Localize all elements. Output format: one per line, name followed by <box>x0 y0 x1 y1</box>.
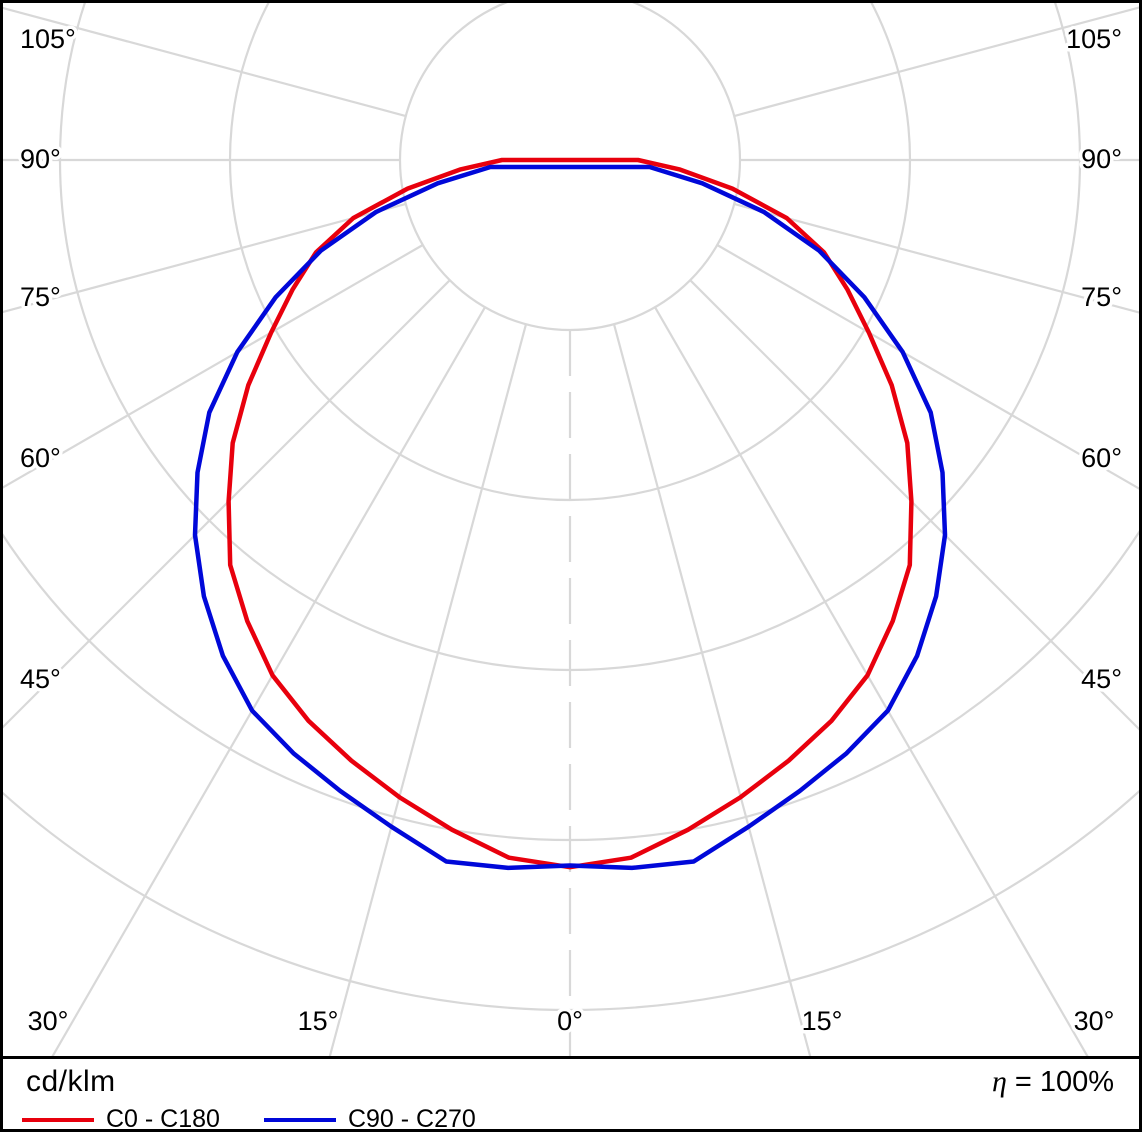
efficiency-label: η = 100% <box>992 1065 1114 1099</box>
angle-label: 105° <box>20 24 76 54</box>
angle-label: 90° <box>20 144 61 174</box>
footer: cd/klm η = 100% C0 - C180 C90 - C270 <box>0 1056 1142 1132</box>
grid-ring <box>0 786 1142 1011</box>
grid-radial-line <box>0 244 424 491</box>
curve-C90-C270 <box>192 164 948 871</box>
angle-label: 60° <box>20 443 61 473</box>
grid-radial-line <box>612 323 812 1056</box>
angle-label: 0° <box>557 1006 583 1036</box>
legend-line-blue <box>263 1117 336 1122</box>
angle-label: 105° <box>1066 24 1122 54</box>
grid-radial-line <box>733 202 1142 315</box>
polar-chart: 105° 105° 90° 90° 75° 75° 60° 60° 45° 45° 30° 15° 0°… <box>0 0 1142 1056</box>
grid-radial-line <box>733 5 1142 118</box>
angle-label: 45° <box>20 664 61 694</box>
angle-label: 30° <box>1074 1006 1115 1036</box>
legend-item-c90-c270: C90 - C270 <box>263 1105 476 1132</box>
legend: C0 - C180 C90 - C270 <box>22 1105 476 1132</box>
grid-radial-line <box>328 323 528 1056</box>
angle-label: 60° <box>1081 443 1122 473</box>
eta-symbol: η <box>991 1065 1007 1098</box>
angle-label: 15° <box>298 1006 339 1036</box>
angle-label: 75° <box>20 282 61 312</box>
legend-item-c0-c180: C0 - C180 <box>22 1105 220 1132</box>
angle-label: 30° <box>28 1006 69 1036</box>
legend-label-c90-c270: C90 - C270 <box>347 1105 476 1132</box>
eta-value: = 100% <box>1014 1066 1114 1098</box>
angle-label: 75° <box>1081 282 1122 312</box>
grid-radial-line <box>0 6 407 118</box>
grid-radial-line <box>654 306 1089 1056</box>
legend-line-red <box>22 1117 94 1122</box>
angle-label: 90° <box>1081 144 1122 174</box>
grid-radial-line <box>0 279 451 732</box>
units-label: cd/klm <box>26 1065 116 1098</box>
grid-radial-line <box>51 306 486 1056</box>
angle-label: 45° <box>1081 664 1122 694</box>
angle-label: 15° <box>802 1006 843 1036</box>
legend-label-c0-c180: C0 - C180 <box>106 1105 220 1132</box>
grid-radial-line <box>716 244 1142 492</box>
curve-C0-C180 <box>226 157 914 870</box>
grid-radial-line <box>689 279 1142 734</box>
grid-radial-line <box>0 202 407 314</box>
